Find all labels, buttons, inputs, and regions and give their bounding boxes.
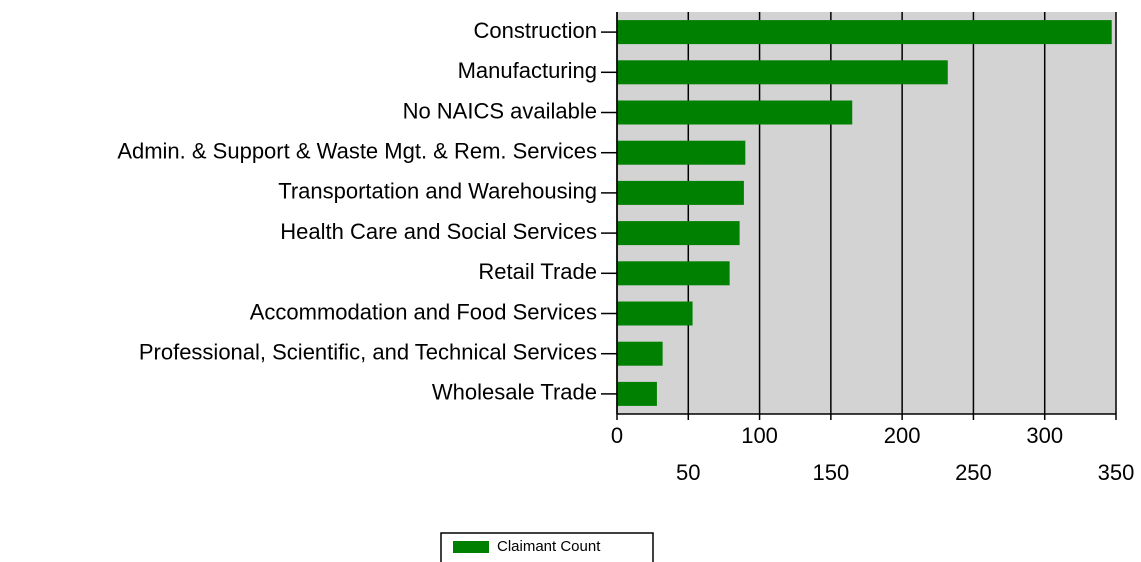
- y-tick-label: Transportation and Warehousing: [278, 179, 597, 204]
- y-tick-label: Accommodation and Food Services: [250, 299, 597, 324]
- x-tick-label: 0: [611, 423, 623, 448]
- bar: [617, 341, 663, 366]
- y-tick-label: Wholesale Trade: [432, 380, 597, 405]
- bar: [617, 140, 746, 165]
- y-tick-label: Retail Trade: [478, 259, 597, 284]
- y-tick-label: Construction: [473, 18, 597, 43]
- bar: [617, 221, 740, 246]
- y-tick-label: Professional, Scientific, and Technical …: [139, 340, 597, 365]
- bar: [617, 180, 744, 205]
- legend-swatch: [453, 541, 489, 553]
- x-tick-label: 200: [884, 423, 921, 448]
- x-tick-label: 50: [676, 460, 700, 485]
- bar: [617, 60, 948, 85]
- x-tick-label: 300: [1026, 423, 1063, 448]
- bar: [617, 100, 853, 125]
- legend-label: Claimant Count: [497, 538, 601, 555]
- y-tick-label: Manufacturing: [458, 58, 597, 83]
- x-tick-label: 350: [1098, 460, 1135, 485]
- y-tick-label: Health Care and Social Services: [280, 219, 597, 244]
- y-tick-label: Admin. & Support & Waste Mgt. & Rem. Ser…: [117, 139, 597, 164]
- x-tick-label: 150: [812, 460, 849, 485]
- y-tick-label: No NAICS available: [403, 98, 597, 123]
- x-tick-label: 250: [955, 460, 992, 485]
- bar: [617, 301, 693, 326]
- bar: [617, 261, 730, 286]
- bar: [617, 381, 657, 406]
- bar: [617, 20, 1112, 45]
- x-tick-label: 100: [741, 423, 778, 448]
